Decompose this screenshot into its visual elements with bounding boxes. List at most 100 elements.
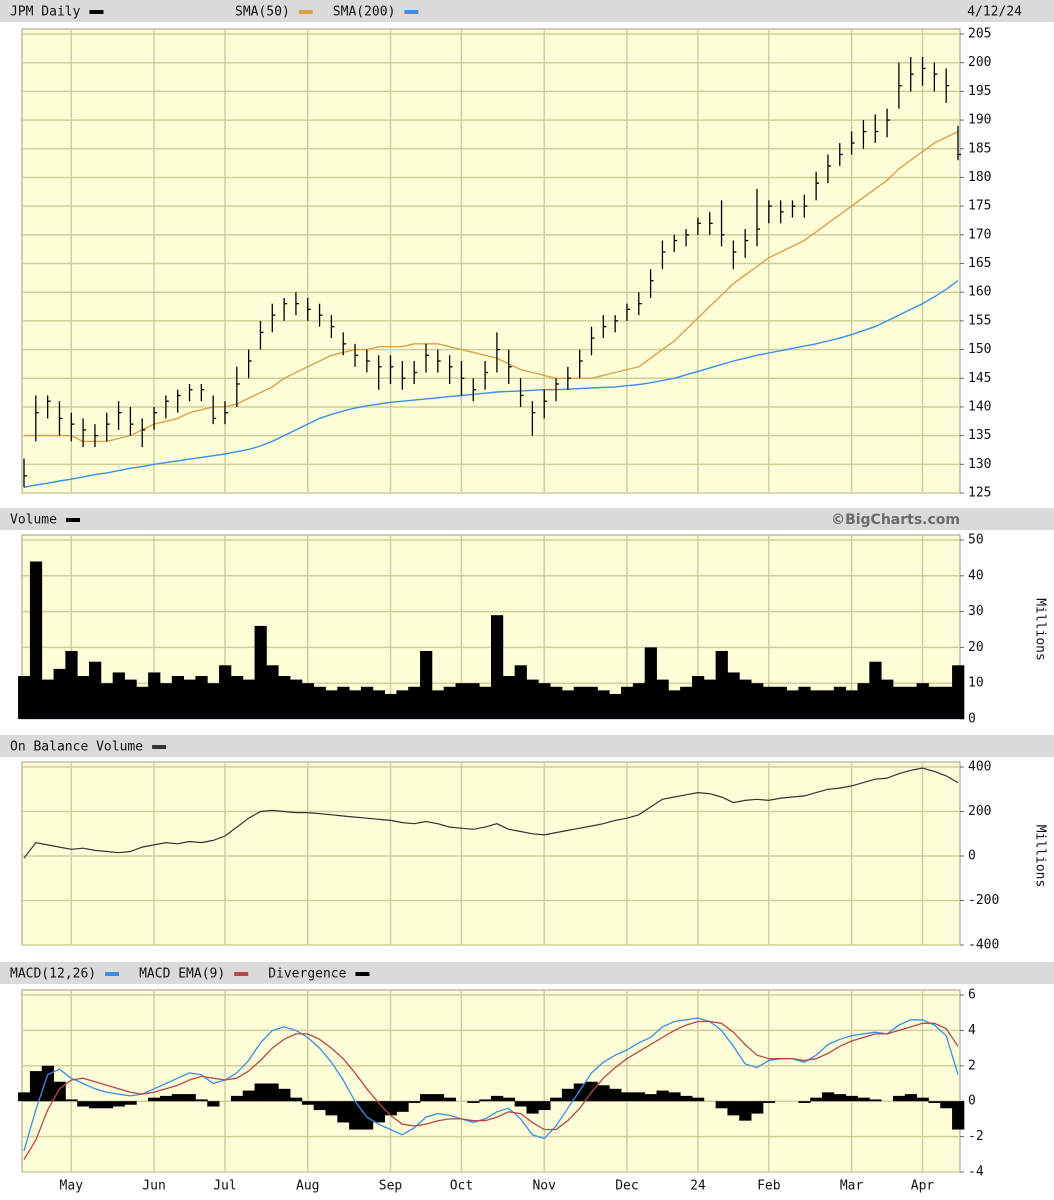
y-tick-label: 175: [968, 199, 991, 214]
divergence-bar: [632, 1092, 646, 1102]
y-tick-label: -4: [968, 1165, 984, 1180]
volume-bar: [337, 686, 350, 719]
y-tick-label: 185: [968, 141, 991, 156]
divergence-bar: [53, 1081, 66, 1102]
y-tick-label: -400: [968, 938, 999, 953]
volume-bar: [396, 690, 409, 719]
divergence-bar: [597, 1085, 610, 1102]
volume-bar: [65, 650, 78, 719]
divergence-bar: [869, 1099, 882, 1102]
divergence-bar: [845, 1095, 858, 1102]
x-tick-label: 24: [690, 1179, 706, 1194]
volume-bar: [550, 686, 563, 719]
divergence-bar: [857, 1097, 870, 1102]
volume-bar: [798, 686, 811, 719]
legend-label: SMA(200): [333, 5, 396, 20]
y-axis-label: Millions: [1033, 825, 1048, 888]
divergence-bar: [928, 1101, 941, 1103]
x-tick-label: Jun: [142, 1179, 165, 1194]
volume-bar: [230, 676, 244, 719]
divergence-bar: [100, 1101, 114, 1109]
divergence-bar: [680, 1095, 693, 1102]
divergence-bar: [940, 1101, 953, 1109]
volume-bar: [384, 693, 397, 719]
legend-swatch: [404, 10, 419, 14]
sma-line: [23, 280, 959, 488]
divergence-bar: [207, 1101, 220, 1107]
volume-bar: [100, 683, 114, 719]
volume-bar: [29, 561, 43, 719]
divergence-bar: [278, 1088, 291, 1102]
volume-bar: [609, 693, 622, 719]
volume-bar: [621, 686, 634, 719]
x-tick-label: Mar: [840, 1179, 864, 1194]
volume-bar: [952, 665, 965, 719]
volume-bar: [715, 650, 728, 719]
volume-bar: [727, 672, 740, 719]
divergence-bar: [952, 1101, 965, 1130]
volume-bar: [124, 679, 137, 719]
divergence-bar: [550, 1097, 563, 1102]
divergence-bar: [124, 1101, 137, 1105]
divergence-bar: [822, 1092, 835, 1102]
volume-bar: [514, 665, 527, 719]
divergence-bar: [337, 1101, 350, 1123]
volume-bar: [502, 676, 516, 719]
y-tick-label: 190: [968, 113, 991, 128]
y-tick-label: -200: [968, 893, 999, 908]
divergence-bar: [561, 1088, 575, 1102]
divergence-bar: [810, 1097, 823, 1102]
legend-swatch: [105, 972, 120, 976]
volume-bar: [290, 679, 303, 719]
volume-bar: [372, 690, 385, 719]
volume-bar: [822, 690, 835, 719]
divergence-bar: [396, 1101, 409, 1112]
volume-bar: [538, 683, 551, 719]
x-tick-label: Oct: [450, 1179, 473, 1194]
y-tick-label: 200: [968, 804, 991, 819]
volume-bar: [928, 686, 941, 719]
y-tick-label: 155: [968, 313, 991, 328]
y-tick-label: 125: [968, 486, 991, 501]
y-tick-label: -2: [968, 1129, 984, 1144]
divergence-bar: [715, 1101, 728, 1109]
divergence-bar: [325, 1101, 338, 1116]
divergence-bar: [573, 1083, 586, 1102]
plot-area: [21, 761, 961, 946]
volume-bar: [278, 676, 291, 719]
divergence-bar: [916, 1097, 929, 1102]
y-tick-label: 0: [968, 1094, 976, 1109]
divergence-bar: [526, 1101, 539, 1114]
legend-label: Divergence: [268, 967, 346, 982]
divergence-bar: [904, 1094, 918, 1102]
divergence-bar: [195, 1099, 208, 1102]
sma-line: [24, 130, 959, 443]
volume-bar: [857, 683, 870, 719]
volume-bar: [916, 683, 929, 719]
x-tick-label: Nov: [532, 1179, 556, 1194]
x-tick-label: Dec: [615, 1179, 638, 1194]
y-tick-label: 2: [968, 1058, 976, 1073]
volume-bar: [786, 690, 799, 719]
y-tick-label: 0: [968, 849, 976, 864]
volume-bar: [479, 686, 492, 719]
volume-bar: [940, 686, 953, 719]
divergence-bar: [301, 1101, 315, 1105]
panel-header: [0, 735, 1054, 757]
divergence-bar: [29, 1071, 43, 1102]
y-tick-label: 135: [968, 428, 991, 443]
divergence-bar: [798, 1101, 811, 1103]
divergence-bar: [313, 1101, 326, 1111]
divergence-bar: [609, 1088, 622, 1102]
volume-bar: [325, 690, 338, 719]
divergence-bar: [290, 1097, 303, 1102]
divergence-bar: [77, 1101, 90, 1107]
macd-line: [23, 1020, 959, 1160]
volume-bar: [869, 661, 882, 719]
y-tick-label: 50: [968, 533, 984, 548]
x-tick-label: Apr: [911, 1179, 935, 1194]
divergence-bar: [408, 1101, 421, 1103]
volume-bar: [644, 647, 657, 719]
legend-swatch: [355, 972, 370, 976]
volume-bar: [408, 686, 421, 719]
